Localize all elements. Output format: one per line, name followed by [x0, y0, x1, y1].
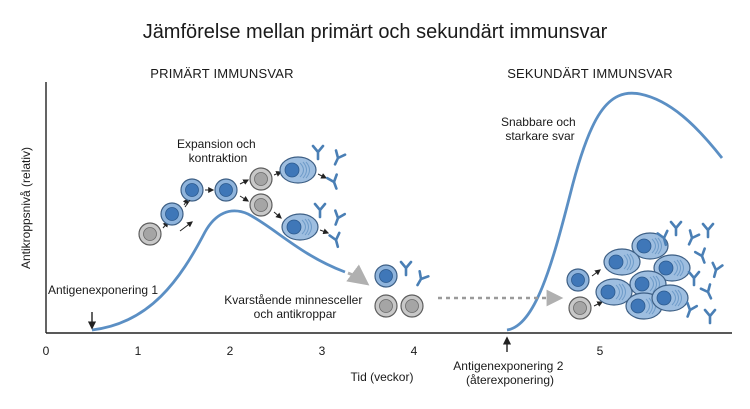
exposure-1-label: Antigenexponering 1: [48, 283, 158, 297]
y-axis-label: Antikroppsnivå (relativ): [19, 147, 33, 269]
primary-decline-arrow: [346, 264, 370, 286]
antibody-icon: [325, 173, 343, 192]
antibody-icon: [693, 247, 711, 266]
secondary-response-heading: SEKUNDÄRT IMMUNSVAR: [507, 66, 673, 81]
antibody-icon: [701, 222, 715, 239]
secondary-cell-cluster: [566, 220, 724, 325]
memory-cells-group: [374, 260, 430, 318]
x-tick-0: 0: [43, 344, 50, 358]
cascade-arrow: [593, 301, 604, 307]
antibody-icon: [313, 202, 327, 219]
memory-line-2: och antikroppar: [254, 307, 337, 321]
secondary-response-curve: [506, 91, 724, 332]
plasma-cell: [279, 156, 317, 184]
memory-gray-cell: [568, 296, 592, 320]
cascade-arrow: [239, 179, 250, 185]
antibody-icon: [329, 149, 347, 168]
secretion-arrow: [319, 228, 330, 235]
cascade-arrow: [179, 221, 193, 232]
x-tick-labels: 0 1 2 3 4 5: [43, 344, 604, 358]
memory-b-cell: [374, 264, 398, 288]
x-tick-3: 3: [319, 344, 326, 358]
exposure-2-line-2: (återexponering): [466, 373, 554, 387]
plasma-cell: [281, 213, 319, 241]
exposure-2-line-1: Antigenexponering 2: [453, 359, 563, 373]
antibody-icon: [311, 144, 325, 161]
expansion-label: Expansion och kontraktion: [177, 137, 259, 165]
faster-line-2: starkare svar: [505, 129, 574, 143]
x-tick-4: 4: [411, 344, 418, 358]
exposure-2-label: Antigenexponering 2 (återexponering): [453, 359, 566, 387]
cascade-arrow: [591, 269, 601, 277]
primary-response-heading: PRIMÄRT IMMUNSVAR: [150, 66, 294, 81]
antibody-icon: [669, 220, 683, 237]
antibody-icon: [703, 308, 717, 325]
expansion-line-2: kontraktion: [189, 151, 248, 165]
memory-gray-cell: [400, 294, 424, 318]
secretion-arrow: [317, 173, 328, 179]
x-tick-2: 2: [227, 344, 234, 358]
memory-line-1: Kvarstående minnesceller: [224, 293, 362, 307]
antibody-icon: [708, 261, 724, 280]
x-axis-label: Tid (veckor): [351, 370, 414, 384]
naive-gray-cell: [138, 222, 162, 246]
memory-b-cell: [566, 268, 590, 292]
antibody-icon: [683, 229, 701, 248]
antibody-icon: [411, 270, 430, 289]
contracting-gray-cell: [249, 193, 273, 217]
faster-response-label: Snabbare och starkare svar: [501, 115, 579, 143]
antibody-icon: [329, 209, 347, 228]
x-tick-5: 5: [597, 344, 604, 358]
cascade-arrow: [184, 199, 191, 208]
cascade-arrow: [273, 211, 282, 219]
antibody-icon: [699, 283, 717, 302]
memory-label: Kvarstående minnesceller och antikroppar: [224, 293, 365, 321]
antibody-icon: [399, 260, 413, 277]
primary-cell-expansion: [138, 144, 347, 250]
antibody-icon: [687, 270, 701, 287]
x-tick-1: 1: [135, 344, 142, 358]
plasma-cell: [603, 248, 641, 276]
faster-line-1: Snabbare och: [501, 115, 576, 129]
axes: Antikroppsnivå (relativ) Tid (veckor) 0 …: [19, 82, 732, 384]
b-cell: [180, 178, 204, 202]
plasma-cell: [651, 284, 689, 312]
expansion-line-1: Expansion och: [177, 137, 256, 151]
contracting-gray-cell: [249, 167, 273, 191]
memory-gray-cell: [374, 294, 398, 318]
b-cell: [214, 178, 238, 202]
figure-title: Jämförelse mellan primärt och sekundärt …: [143, 21, 608, 43]
primary-response-curve: [91, 209, 346, 332]
antibody-icon: [328, 231, 344, 250]
cascade-arrow: [239, 195, 250, 202]
b-cell: [160, 202, 184, 226]
